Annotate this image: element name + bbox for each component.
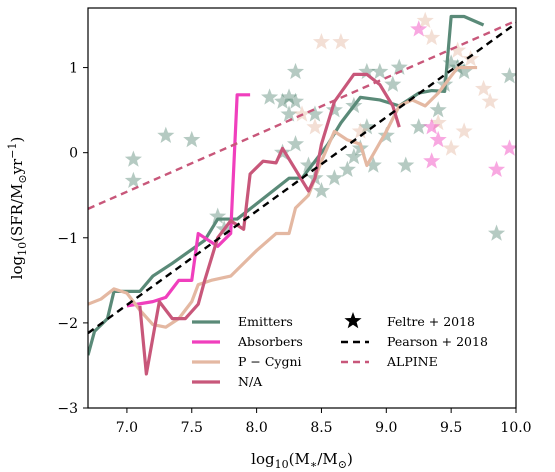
feltre-star-point — [306, 118, 324, 135]
y-tick-label: −2 — [57, 316, 78, 332]
legend-star-icon — [344, 312, 362, 329]
x-tick-label: 7.5 — [181, 420, 203, 436]
feltre-star-point — [449, 41, 467, 58]
feltre-star-point — [124, 171, 142, 189]
feltre-star-point — [384, 75, 402, 92]
feltre-star-point — [455, 122, 473, 139]
y-tick-label: −1 — [57, 231, 78, 247]
y-tick-label: −3 — [57, 401, 78, 417]
feltre-star-point — [410, 20, 428, 37]
feltre-star-point — [345, 147, 363, 165]
feltre-star-point — [280, 88, 298, 105]
feltre-star-point — [312, 181, 331, 199]
x-tick-label: 9.0 — [375, 420, 397, 436]
x-tick-label: 8.5 — [310, 420, 332, 436]
legend-label-absorbers: Absorbers — [237, 334, 303, 349]
feltre-star-point — [423, 28, 441, 46]
feltre-star-point — [429, 101, 447, 118]
feltre-star-point — [364, 156, 382, 173]
feltre-star-point — [261, 88, 279, 105]
series-lines — [88, 14, 516, 376]
x-tick-label: 8.0 — [245, 420, 267, 436]
series-line-absorbers — [126, 93, 251, 308]
legend-column-2: Feltre + 2018 Pearson + 2018 ALPINE — [341, 312, 488, 369]
plot-frame — [87, 7, 517, 409]
feltre-star-point — [416, 11, 434, 29]
feltre-star-point — [157, 126, 175, 143]
feltre-star-point — [325, 169, 343, 186]
legend-label-n-a: N/A — [238, 374, 263, 389]
feltre-star-point — [423, 152, 441, 169]
legend-label-pearson-2018: Pearson + 2018 — [387, 334, 488, 349]
feltre-star-point — [371, 62, 389, 80]
feltre-star-point — [397, 156, 415, 173]
legend-label-p-cygni: P − Cygni — [238, 354, 302, 369]
legend-label-feltre-2018: Feltre + 2018 — [387, 314, 475, 329]
feltre-star-point — [442, 54, 460, 71]
y-tick-label: 0 — [69, 146, 78, 162]
feltre-star-point — [286, 135, 305, 152]
feltre-star-point — [377, 126, 395, 143]
feltre-star-point — [286, 92, 305, 109]
x-axis-label: log10(M∗/M⊙) — [251, 450, 353, 471]
x-tick-label: 10.0 — [500, 420, 531, 436]
feltre-star-point — [351, 122, 369, 139]
feltre-star-point — [286, 62, 305, 80]
feltre-star-point — [332, 33, 350, 50]
feltre-star-point — [487, 224, 506, 241]
feltre-star-point — [442, 139, 460, 156]
x-tick-label: 9.5 — [440, 420, 462, 436]
x-tick-label: 7.0 — [116, 420, 138, 436]
feltre-star-point — [273, 92, 292, 109]
feltre-star-point — [124, 150, 142, 167]
series-line-alpine — [88, 19, 516, 210]
feltre-star-point — [280, 105, 298, 122]
feltre-star-point — [325, 101, 343, 118]
y-tick-label: 1 — [69, 61, 78, 77]
feltre-star-point — [455, 62, 473, 80]
legend-label-emitters: Emitters — [238, 314, 293, 329]
feltre-star-point — [410, 118, 428, 135]
feltre-star-point — [475, 79, 493, 97]
feltre-star-point — [481, 92, 499, 109]
feltre-star-point — [306, 105, 324, 122]
feltre-star-point — [487, 160, 506, 177]
series-line-n-a — [138, 72, 401, 376]
feltre-star-point — [423, 118, 441, 135]
legend: Emitters Absorbers P − Cygni N/A Feltre + 2… — [192, 312, 488, 389]
feltre-star-point — [390, 58, 408, 75]
feltre-star-point — [183, 130, 201, 148]
feltre-star-point — [500, 139, 516, 156]
feltre-star-point — [462, 50, 480, 67]
feltre-star-point — [299, 156, 318, 173]
feltre-star-point — [209, 207, 227, 224]
legend-label-alpine: ALPINE — [386, 354, 438, 369]
feltre-star-point — [358, 118, 376, 135]
feltre-star-point — [429, 113, 447, 131]
legend-column-1: Emitters Absorbers P − Cygni N/A — [192, 314, 303, 389]
feltre-star-point — [338, 160, 356, 177]
axis-ticks: 7.0 7.5 8.0 8.5 9.0 9.5 10.0 −3 −2 −1 0 1 — [57, 61, 531, 436]
feltre-star-point — [429, 130, 447, 148]
feltre-star-point — [358, 62, 376, 80]
y-axis-label: log10(SFR/M⊙yr−1) — [6, 137, 29, 280]
feltre-star-point — [312, 33, 331, 50]
series-line-pearson-2018 — [88, 22, 516, 335]
feltre-star-point — [500, 67, 516, 84]
